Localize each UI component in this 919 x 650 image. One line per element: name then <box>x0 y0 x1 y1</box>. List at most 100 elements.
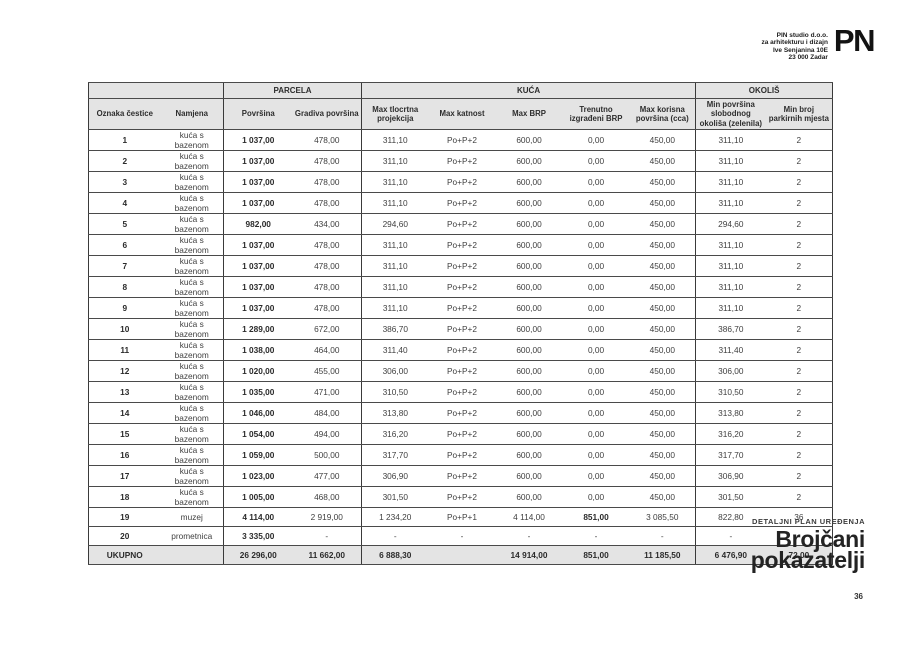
table-cell: 386,70 <box>361 318 429 340</box>
table-cell: 2 <box>765 171 833 193</box>
table-cell: 316,20 <box>695 423 766 445</box>
table-cell: 311,10 <box>361 234 429 256</box>
column-header-row: Oznaka čestice Namjena Površina Gradiva pov… <box>88 98 833 130</box>
table-cell: 14 <box>88 402 161 424</box>
table-cell: 450,00 <box>629 486 696 508</box>
table-cell: 450,00 <box>629 255 696 277</box>
table-cell: Po+P+2 <box>428 297 496 319</box>
page-number: 36 <box>854 592 863 601</box>
table-row: 10 kuća s bazenom 1 289,00 672,00 386,70 Po+P… <box>88 318 833 340</box>
table-cell: 2 <box>765 192 833 214</box>
table-cell: 18 <box>88 486 161 508</box>
table-cell: kuća s bazenom <box>160 486 224 508</box>
table-cell: 294,60 <box>361 213 429 235</box>
table-cell: 478,00 <box>292 297 362 319</box>
table-cell: 600,00 <box>495 192 563 214</box>
column-header: Max katnost <box>428 98 496 130</box>
table-cell: - <box>361 525 429 546</box>
table-cell: 2 <box>765 150 833 172</box>
table-cell: 2 <box>765 465 833 487</box>
table-cell: 2 <box>765 339 833 361</box>
column-header: Namjena <box>160 98 224 130</box>
table-cell: 450,00 <box>629 234 696 256</box>
table-cell: 0,00 <box>562 402 630 424</box>
table-row: 11 kuća s bazenom 1 038,00 464,00 311,40 Po+P… <box>88 339 833 361</box>
table-cell: 4 <box>88 192 161 214</box>
column-group-parcela: PARCELA <box>222 82 362 99</box>
table-cell: 1 059,00 <box>223 444 293 466</box>
table-cell: 1 054,00 <box>223 423 293 445</box>
table-cell: 450,00 <box>629 213 696 235</box>
table-cell: 455,00 <box>292 360 362 382</box>
column-group-kuća: KUĆA <box>361 82 696 99</box>
table-cell: kuća s bazenom <box>160 192 224 214</box>
table-cell: 1 020,00 <box>223 360 293 382</box>
company-city: 23 000 Zadar <box>788 54 828 62</box>
table-row: 20 prometnica 3 335,00- - - - - - - - <box>88 525 833 546</box>
table-cell: 494,00 <box>292 423 362 445</box>
table-cell: 0,00 <box>562 423 630 445</box>
table-row: 2 kuća s bazenom 1 037,00 478,00 311,10 Po+P+… <box>88 150 833 172</box>
table-row: 18 kuća s bazenom 1 005,00 468,00 301,50 Po+P… <box>88 486 833 508</box>
table-cell: Po+P+2 <box>428 444 496 466</box>
table-cell: 15 <box>88 423 161 445</box>
table-cell: 450,00 <box>629 423 696 445</box>
table-cell: 600,00 <box>495 171 563 193</box>
column-header: Gradiva površina <box>292 98 362 130</box>
table-cell: 0,00 <box>562 276 630 298</box>
table-cell: 386,70 <box>695 318 766 340</box>
table-cell: 0,00 <box>562 465 630 487</box>
table-cell: 311,10 <box>695 255 766 277</box>
table-cell: - <box>495 525 563 546</box>
table-cell: 2 <box>765 360 833 382</box>
table-row: 3 kuća s bazenom 1 037,00 478,00 311,10 Po+P+… <box>88 171 833 193</box>
column-group-okoliš: OKOLIŠ <box>695 82 833 99</box>
table-cell: 450,00 <box>629 402 696 424</box>
table-cell: kuća s bazenom <box>160 318 224 340</box>
table-cell: 8 <box>88 276 161 298</box>
table-cell: kuća s bazenom <box>160 213 224 235</box>
table-cell: Po+P+2 <box>428 234 496 256</box>
table-cell: 1 035,00 <box>223 381 293 403</box>
table-cell: 311,10 <box>695 234 766 256</box>
table-cell: 306,90 <box>361 465 429 487</box>
table-cell: 2 <box>765 423 833 445</box>
table-cell: 3 085,50 <box>629 507 696 527</box>
table-cell: 600,00 <box>495 423 563 445</box>
table-cell: 311,40 <box>695 339 766 361</box>
table-cell: 26 296,00 <box>223 544 293 565</box>
table-cell: 311,10 <box>695 129 766 151</box>
table-cell: 13 <box>88 381 161 403</box>
column-header: Max tlocrtna projekcija <box>361 98 429 130</box>
table-cell: 600,00 <box>495 444 563 466</box>
table-cell: 2 <box>765 234 833 256</box>
table-cell: kuća s bazenom <box>160 171 224 193</box>
table-cell: 311,10 <box>361 255 429 277</box>
table-cell: 450,00 <box>629 465 696 487</box>
table-cell: 313,80 <box>361 402 429 424</box>
table-cell: 478,00 <box>292 150 362 172</box>
table-cell: UKUPNO <box>88 544 161 565</box>
table-cell: 11 662,00 <box>292 544 362 565</box>
table-cell <box>160 544 224 565</box>
table-cell: 2 <box>765 297 833 319</box>
table-cell: 982,00 <box>223 213 293 235</box>
table-cell: 484,00 <box>292 402 362 424</box>
company-name: PIN studio d.o.o. <box>776 32 828 39</box>
table-cell: 1 037,00 <box>223 129 293 151</box>
table-cell: Po+P+2 <box>428 486 496 508</box>
table-cell: 1 037,00 <box>223 192 293 214</box>
table-cell: 311,10 <box>695 150 766 172</box>
table-cell: 450,00 <box>629 297 696 319</box>
table-cell: 600,00 <box>495 234 563 256</box>
table-cell: kuća s bazenom <box>160 297 224 319</box>
table-cell: Po+P+1 <box>428 507 496 527</box>
table-cell: Po+P+2 <box>428 465 496 487</box>
table-cell: 2 <box>88 150 161 172</box>
table-cell: 9 <box>88 297 161 319</box>
table-cell: 317,70 <box>695 444 766 466</box>
table-cell: 450,00 <box>629 150 696 172</box>
table-cell: Po+P+2 <box>428 213 496 235</box>
table-cell: Po+P+2 <box>428 402 496 424</box>
column-header: Max BRP <box>495 98 563 130</box>
